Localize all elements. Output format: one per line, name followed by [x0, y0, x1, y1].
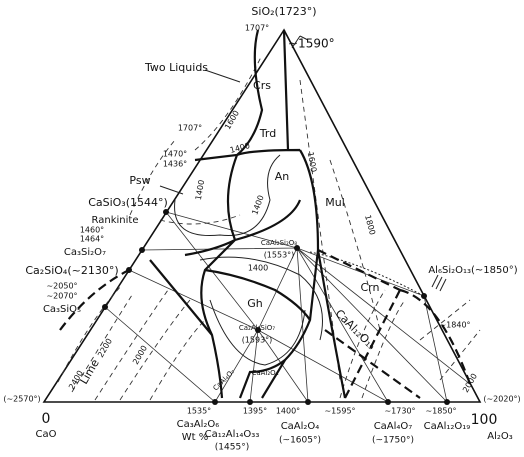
diagram-label: Al₆Si₂O₁₃(~1850°) [428, 265, 517, 276]
dashed-boundaries [59, 249, 472, 399]
diagram-label: CaAl₁₂O₁₉ [424, 421, 471, 432]
diagram-lines [42, 28, 482, 405]
diagram-label: CaAl₄O₇ [374, 421, 413, 432]
diagram-label: Trd [259, 127, 276, 140]
diagram-label: 2000 [131, 344, 149, 366]
diagram-label: ~1730° [384, 407, 415, 416]
diagram-label: Two Liquids [144, 61, 208, 74]
diagram-label: (~2020°) [483, 395, 520, 404]
diagram-label: Ca₁₂Al₁₄O₃₃ [205, 429, 260, 440]
diagram-label: 1436° [163, 160, 187, 169]
apex-label: SiO₂(1723°) [251, 5, 316, 18]
diagram-label: Mul [325, 196, 345, 209]
diagram-label: 1470° [163, 150, 187, 159]
diagram-label: 100 [471, 412, 498, 428]
pointer [291, 35, 309, 49]
diagram-label: Ca₃Al₂O₆ [177, 419, 220, 430]
diagram-label: 1600 [306, 151, 318, 173]
diagram-label: 1400 [250, 194, 265, 216]
diagram-label: CaO [36, 429, 57, 440]
isotherms [57, 54, 481, 401]
diagram-label: 1400° [276, 407, 300, 416]
diagram-label: (~1605°) [279, 436, 321, 446]
diagram-label: CaSiO₃(1544°) [88, 196, 168, 209]
diagram-label: 1460° [80, 226, 104, 235]
diagram-label: CaAl₂Si₂O₈ [261, 239, 297, 247]
diagram-label: 1400 [194, 179, 206, 201]
diagram-label: CaAl₁₂O₁₉ [333, 307, 378, 352]
diagram-label: Wt % [182, 432, 209, 443]
diagram-label: CaAl₂O₄ [251, 369, 278, 377]
diagram-label: 1464° [80, 235, 104, 244]
diagram-label: Ca₃Si₂O₇ [64, 247, 106, 258]
diagram-label: 0 [42, 411, 51, 427]
compound-dots [102, 209, 450, 405]
diagram-label: ~1850° [425, 407, 456, 416]
diagram-label: Psw [129, 174, 150, 187]
hatch [431, 274, 447, 292]
diagram-label: (1455°) [215, 443, 249, 453]
diagram-label: 2200 [96, 337, 114, 359]
diagram-label: 1400 [248, 264, 268, 273]
diagram-label: (1553°) [264, 251, 295, 260]
diagram-label: 2000 [461, 372, 479, 394]
diagram-label: Al₂O₃ [487, 431, 513, 442]
diagram-label: 1395° [243, 407, 267, 416]
diagram-label: Ca₃SiO₅ [43, 304, 81, 315]
leaders [159, 69, 241, 195]
diagram-label: 1800 [363, 214, 377, 236]
diagram-label: Ca₂Al₂SiO₇ [239, 324, 275, 332]
diagram-label: ~2070° [46, 292, 77, 301]
contours [174, 154, 323, 366]
diagram-label: CaAl₄O₇ [212, 367, 237, 392]
diagram-label: (~1750°) [372, 436, 414, 446]
diagram-label: Rankinite [92, 215, 139, 226]
diagram-label: 1535° [187, 407, 211, 416]
diagram-label: Gh [247, 297, 263, 310]
diagram-label: ~1590° [288, 37, 335, 51]
diagram-label: 1707° [245, 24, 269, 33]
diagram-label: Ca₂SiO₄(~2130°) [25, 264, 118, 277]
diagram-label: An [275, 170, 290, 183]
diagram-label: Crn [361, 281, 380, 294]
diagram-label: ~2050° [46, 282, 77, 291]
diagram-label: ~1840° [439, 321, 470, 330]
triangle [42, 28, 482, 403]
diagram-label: (1593°) [242, 336, 273, 345]
diagram-label: ~1595° [324, 407, 355, 416]
diagram-label: 1600 [223, 109, 241, 131]
boundary-curves [149, 29, 347, 399]
diagram-label: Crs [253, 79, 271, 92]
diagram-label: (~2570°) [3, 395, 40, 404]
diagram-label: CaAl₂O₄ [281, 421, 320, 432]
diagram-label: 1707° [178, 124, 202, 133]
